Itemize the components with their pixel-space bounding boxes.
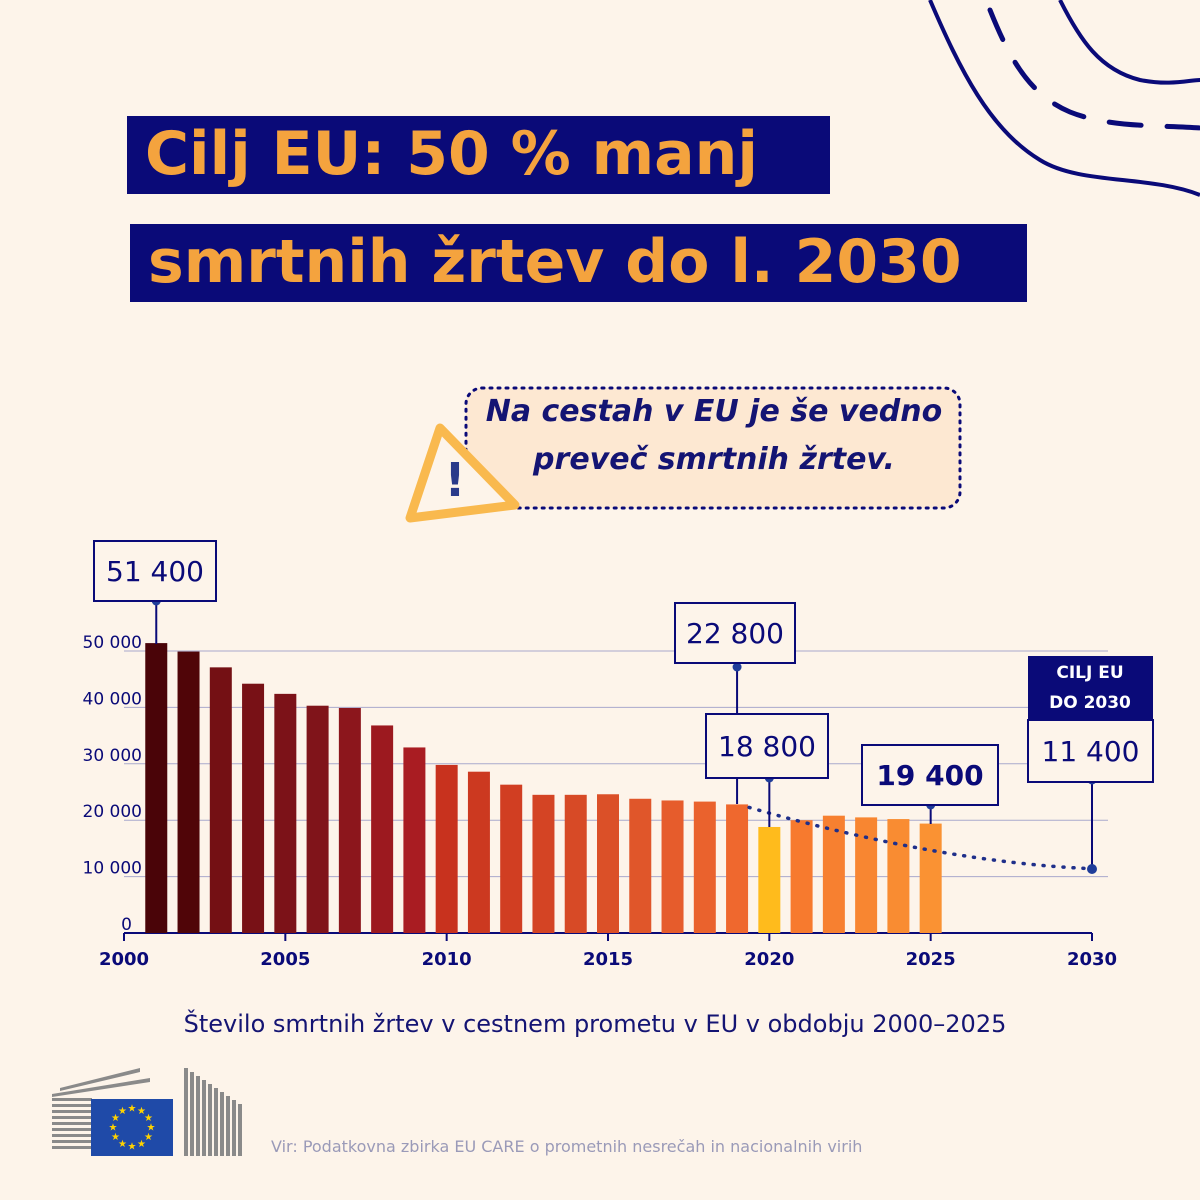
source-note: Vir: Podatkovna zbirka EU CARE o prometn…	[271, 1137, 863, 1156]
annotation-label: 51 400	[106, 555, 204, 588]
trend-line	[747, 805, 1094, 871]
bar-2011	[467, 771, 490, 933]
y-tick-label: 30 000	[83, 746, 142, 766]
annotation-label: 22 800	[686, 617, 784, 650]
callout-line-1: Na cestah v EU je še vedno	[485, 394, 943, 429]
x-tick-label: 2020	[744, 949, 794, 970]
bar-2003	[209, 667, 232, 933]
target-label-line-1: CILJ EU	[1056, 663, 1123, 683]
annotation-label: 11 400	[1042, 735, 1140, 768]
bar-2002	[177, 651, 200, 933]
x-tick-label: 2025	[906, 949, 956, 970]
bar-2016	[629, 798, 652, 933]
bar-2008	[371, 725, 394, 933]
bar-2015	[597, 794, 619, 933]
target-dot	[1087, 864, 1097, 874]
bar-2004	[242, 683, 265, 933]
y-tick-label: 10 000	[83, 859, 142, 879]
annotation-dot	[732, 662, 742, 672]
bar-2019	[726, 804, 749, 933]
bar-2025	[919, 823, 942, 933]
bar-2024	[887, 819, 910, 933]
annotation-label: 18 800	[718, 730, 816, 763]
bar-2006	[306, 705, 329, 933]
callout-line-2: preveč smrtnih žrtev.	[533, 442, 895, 477]
x-tick-label: 2030	[1067, 949, 1117, 970]
bar-2022	[822, 815, 845, 933]
annotation-box	[674, 602, 796, 664]
title-line-1: Cilj EU: 50 % manj	[127, 116, 830, 194]
y-tick-label: 50 000	[83, 633, 142, 653]
bar-2020	[758, 826, 781, 933]
callout-text: Na cestah v EU je še vedno preveč smrtni…	[468, 388, 960, 484]
y-tick-label: 20 000	[83, 802, 142, 822]
bar-2005	[274, 693, 297, 933]
y-tick-label: 40 000	[83, 689, 142, 709]
bar-2010	[435, 764, 458, 933]
annotation-label: 19 400	[876, 759, 983, 792]
x-tick-label: 2010	[422, 949, 472, 970]
bar-2017	[661, 800, 684, 933]
bar-2021	[790, 820, 813, 933]
bar-2023	[855, 817, 878, 933]
bar-2007	[338, 707, 361, 933]
title-line-2: smrtnih žrtev do l. 2030	[130, 224, 1027, 302]
target-label-line-2: DO 2030	[1049, 693, 1131, 713]
y-tick-label: 0	[121, 915, 132, 935]
bar-2009	[403, 747, 426, 933]
annotation-box	[861, 744, 999, 806]
x-tick-label: 2015	[583, 949, 633, 970]
bar-2012	[500, 784, 523, 933]
bar-2018	[693, 801, 716, 933]
annotation-box	[705, 713, 829, 779]
bar-2013	[532, 794, 555, 933]
target-header-box	[1028, 656, 1153, 720]
chart-caption: Število smrtnih žrtev v cestnem prometu …	[183, 1010, 1007, 1038]
annotation-box	[93, 540, 217, 602]
x-tick-label: 2000	[99, 949, 149, 970]
bar-2001	[145, 643, 168, 933]
annotation-box	[1027, 719, 1154, 783]
x-tick-label: 2005	[260, 949, 310, 970]
bar-2014	[564, 794, 587, 933]
